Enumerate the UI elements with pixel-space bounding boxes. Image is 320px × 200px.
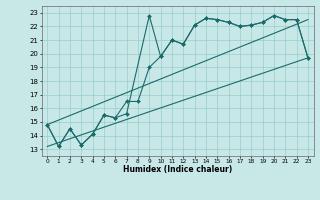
X-axis label: Humidex (Indice chaleur): Humidex (Indice chaleur) (123, 165, 232, 174)
